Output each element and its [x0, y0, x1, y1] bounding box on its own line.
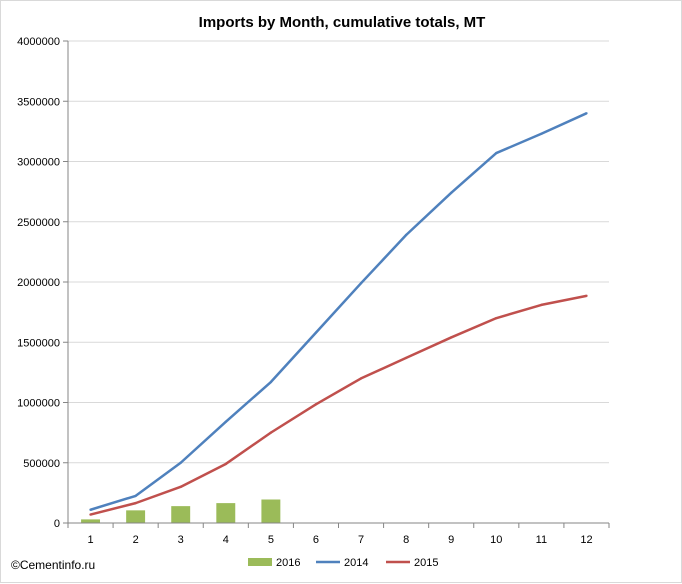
point-2015	[134, 501, 137, 505]
x-tick-label: 7	[358, 534, 364, 546]
point-2015	[359, 377, 363, 380]
point-2015	[495, 316, 498, 320]
point-2015	[179, 485, 182, 489]
bar-2016	[126, 510, 146, 523]
line-2015	[90, 294, 587, 516]
point-2014	[269, 380, 273, 384]
point-2014	[179, 461, 182, 464]
bar-2016	[81, 519, 101, 523]
point-2014	[540, 132, 543, 135]
point-2014	[134, 494, 137, 498]
legend: 2016 2014 2015	[248, 557, 438, 569]
point-2014	[450, 191, 453, 195]
point-2015	[269, 431, 273, 434]
point-2014	[224, 420, 227, 423]
point-2015	[450, 336, 453, 339]
point-2015	[224, 462, 227, 466]
x-tick-label: 10	[490, 534, 502, 546]
y-tick-label: 500000	[23, 458, 60, 470]
y-tick-label: 2000000	[17, 277, 60, 289]
point-2014	[89, 508, 92, 511]
point-2014	[404, 233, 408, 237]
line-2014	[90, 112, 587, 511]
y-tick-label: 1500000	[17, 337, 60, 349]
axes	[67, 41, 610, 528]
x-tick-label: 8	[403, 534, 409, 546]
credit-text: ©Cementinfo.ru	[11, 558, 95, 572]
gridlines	[63, 40, 609, 524]
y-tick-label: 3500000	[17, 96, 60, 108]
bar-2016	[216, 503, 236, 523]
y-tick-label: 4000000	[17, 36, 60, 48]
legend-label-2016: 2016	[276, 557, 300, 569]
x-tick-label: 9	[448, 534, 454, 546]
point-2014	[359, 282, 363, 285]
y-tick-labels: 0 500000 1000000 1500000 2000000 2500000 30000…	[17, 36, 60, 530]
point-2015	[585, 294, 588, 298]
point-2015	[314, 403, 318, 406]
legend-label-2014: 2014	[344, 557, 368, 569]
chart-title: Imports by Month, cumulative totals, MT	[199, 14, 486, 31]
line-series	[89, 112, 588, 516]
point-2014	[585, 112, 588, 115]
y-tick-label: 3000000	[17, 157, 60, 169]
x-tick-label: 3	[178, 534, 184, 546]
point-2015	[540, 303, 543, 307]
y-tick-label: 2500000	[17, 217, 60, 229]
point-2014	[314, 331, 318, 334]
bar-series	[81, 499, 281, 523]
x-tick-label: 5	[268, 534, 274, 546]
x-tick-label: 2	[133, 534, 139, 546]
y-tick-label: 0	[54, 518, 60, 530]
x-tick-label: 4	[223, 534, 229, 546]
bar-2016	[261, 499, 281, 523]
x-tick-label: 1	[87, 534, 93, 546]
x-tick-labels: 1 2 3 4 5 6 7 8 9 10 11 12	[87, 534, 592, 546]
point-2015	[404, 356, 408, 360]
x-tick-label: 11	[536, 534, 547, 546]
bar-2016	[171, 506, 191, 523]
legend-swatch-2016	[248, 558, 272, 566]
y-tick-label: 1000000	[17, 398, 60, 410]
point-2014	[495, 151, 498, 155]
legend-label-2015: 2015	[414, 557, 438, 569]
x-tick-label: 12	[580, 534, 592, 546]
point-2015	[89, 513, 92, 516]
x-tick-label: 6	[313, 534, 319, 546]
